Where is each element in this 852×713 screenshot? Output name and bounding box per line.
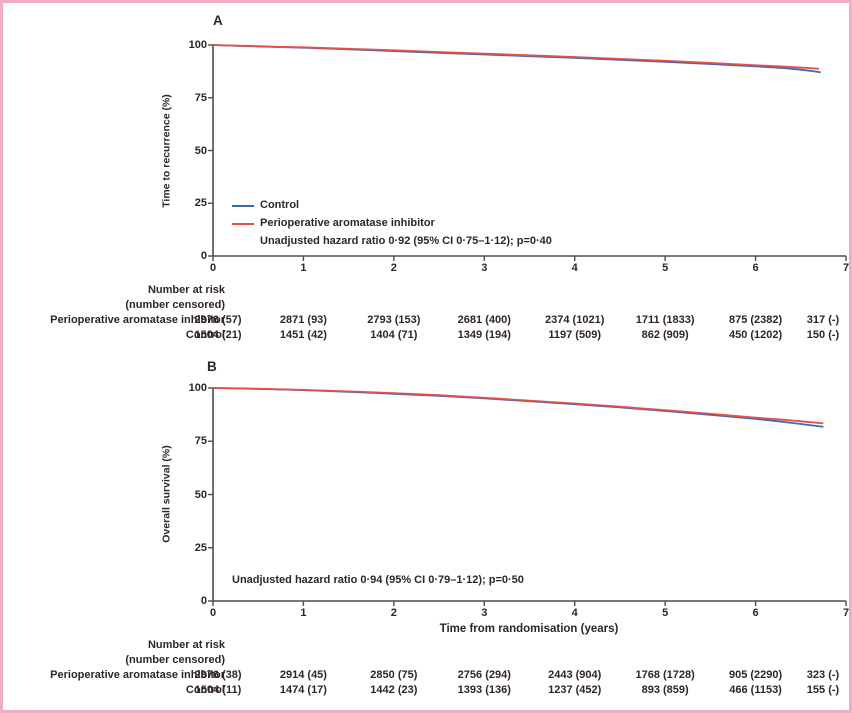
- panel-a-at-risk-title: Number at risk: [147, 284, 225, 296]
- panel-a-at-risk-subtitle: (number censored): [125, 299, 225, 311]
- panel-a-at-risk-value: 2681 (400): [457, 314, 511, 326]
- panel-b-at-risk-value: 2756 (294): [457, 669, 511, 681]
- panel-b-at-risk-title: Number at risk: [147, 639, 225, 651]
- panel-b-at-risk-value: 155 (-): [806, 684, 840, 696]
- survival-curves-canvas: [208, 44, 847, 606]
- panel-b-hazard-ratio-annotation: Unadjusted hazard ratio 0·94 (95% CI 0·7…: [232, 574, 524, 586]
- panel-a-at-risk-value: 875 (2382): [728, 314, 783, 326]
- legend-label-control: Control: [260, 199, 300, 211]
- panel-a-at-risk-value: 2374 (1021): [545, 314, 605, 326]
- panel-a-at-risk-value: 1404 (71): [370, 329, 418, 341]
- panel-a-at-risk-value: 317 (-): [806, 314, 840, 326]
- panel-a-at-risk-value: 2793 (153): [367, 314, 421, 326]
- panel-b-x-tick-label: 0: [209, 607, 217, 619]
- panel-a-at-risk-value: 1504 (21): [194, 329, 242, 341]
- panel-b-at-risk-value: 466 (1153): [729, 684, 782, 696]
- panel-b-x-tick-label: 6: [752, 607, 759, 619]
- panel-b-at-risk-value: 1504 (11): [194, 684, 242, 696]
- curve-control-panel-a: [212, 44, 821, 74]
- panel-b-x-tick-label: 7: [842, 607, 850, 619]
- panel-b-at-risk-value: 2850 (75): [370, 669, 418, 681]
- panel-a-at-risk-row-label-control: Control: [185, 329, 225, 341]
- panel-a-x-tick-label: 4: [571, 262, 578, 274]
- panel-a-at-risk-value: 2871 (93): [279, 314, 327, 326]
- panel-a-y-tick-label: 75: [194, 92, 207, 104]
- panel-a-x-tick-label: 7: [842, 262, 850, 274]
- panel-a-x-tick-label: 3: [481, 262, 488, 274]
- panel-b-y-tick-label: 0: [200, 595, 207, 607]
- panel-b-x-tick-label: 5: [662, 607, 669, 619]
- panel-a-y-tick-label: 100: [188, 39, 207, 51]
- panel-b-at-risk-value: 2914 (45): [279, 669, 327, 681]
- panel-a-hazard-ratio-annotation: Unadjusted hazard ratio 0·92 (95% CI 0·7…: [260, 235, 552, 247]
- panel-b-at-risk-row-label-perioperative: Perioperative aromatase inhibitor: [50, 669, 225, 681]
- panel-a-at-risk-value: 1349 (194): [457, 329, 511, 341]
- panel-b-at-risk-value: 893 (859): [641, 684, 689, 696]
- panel-b-y-tick-label: 25: [194, 542, 207, 554]
- panel-a-at-risk-value: 150 (-): [806, 329, 840, 341]
- panel-b-at-risk-value: 1768 (1728): [635, 669, 695, 681]
- panel-b-at-risk-value: 1237 (452): [548, 684, 602, 696]
- panel-a-at-risk-value: 450 (1202): [728, 329, 783, 341]
- legend-swatch-perioperative: [232, 223, 254, 225]
- panel-b-x-tick-label: 4: [571, 607, 578, 619]
- legend-label-perioperative: Perioperative aromatase inhibitor: [260, 217, 435, 229]
- panel-b-x-tick-label: 3: [481, 607, 488, 619]
- panel-a-at-risk-value: 1711 (1833): [635, 314, 695, 326]
- panel-b-at-risk-row-label-control: Control: [185, 684, 225, 696]
- panel-b-at-risk-value: 1393 (136): [457, 684, 511, 696]
- curve-perioperative-panel-b: [212, 387, 824, 425]
- panel-a-at-risk-row-label-perioperative: Perioperative aromatase inhibitor: [50, 314, 225, 326]
- panel-a-letter: A: [213, 13, 223, 28]
- panel-b-at-risk-value: 905 (2290): [728, 669, 783, 681]
- panel-a-x-tick-label: 1: [300, 262, 307, 274]
- panel-a-at-risk-value: 862 (909): [641, 329, 689, 341]
- panel-b-at-risk-value: 2443 (904): [548, 669, 602, 681]
- panel-b-y-tick-label: 100: [188, 382, 207, 394]
- panel-b-at-risk-value: 2976 (38): [194, 669, 242, 681]
- panel-a-x-tick-label: 0: [209, 262, 217, 274]
- panel-b-at-risk-value: 323 (-): [806, 669, 840, 681]
- panel-b-y-tick-label: 75: [194, 435, 207, 447]
- panel-b-at-risk-value: 1442 (23): [370, 684, 418, 696]
- panel-a-y-tick-label: 25: [194, 197, 207, 209]
- panel-a-x-tick-label: 5: [662, 262, 669, 274]
- panel-a-at-risk-value: 1197 (509): [548, 329, 601, 341]
- x-axis-title: Time from randomisation (years): [439, 623, 619, 635]
- panel-b-at-risk-value: 1474 (17): [279, 684, 327, 696]
- panel-a-y-tick-label: 50: [194, 145, 207, 157]
- curve-perioperative-panel-a: [212, 44, 819, 70]
- panel-b-y-tick-label: 50: [194, 489, 207, 501]
- panel-a-y-tick-label: 0: [200, 250, 207, 262]
- panel-b-x-tick-label: 2: [390, 607, 397, 619]
- panel-a-x-tick-label: 2: [390, 262, 397, 274]
- panel-b-x-tick-label: 1: [300, 607, 307, 619]
- legend-swatch-control: [232, 205, 254, 207]
- panel-a-at-risk-value: 2976 (57): [194, 314, 242, 326]
- panel-b-at-risk-subtitle: (number censored): [125, 654, 225, 666]
- panel-a-x-tick-label: 6: [752, 262, 759, 274]
- panel-a-at-risk-value: 1451 (42): [279, 329, 327, 341]
- curve-control-panel-b: [212, 387, 824, 428]
- panel-b-letter: B: [207, 359, 217, 374]
